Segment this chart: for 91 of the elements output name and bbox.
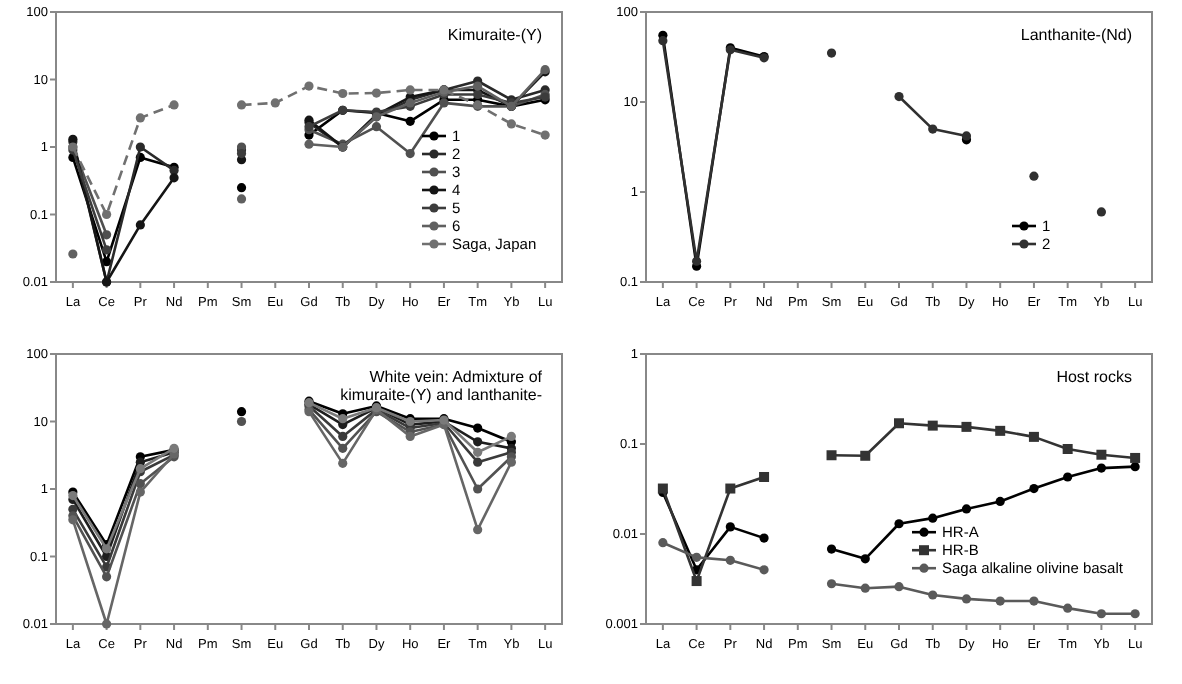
point: [894, 418, 904, 429]
point: [826, 544, 837, 554]
point: [692, 552, 702, 562]
text: Kimuraite-(Y): [447, 26, 543, 44]
point: [68, 249, 78, 259]
point: [236, 194, 247, 204]
point: [473, 447, 483, 457]
point: [102, 209, 112, 220]
point: [995, 496, 1005, 507]
point: [1063, 603, 1073, 613]
point: [473, 525, 483, 535]
point: [1096, 449, 1107, 460]
point: [338, 458, 348, 468]
point: [759, 471, 770, 482]
point: [102, 572, 112, 582]
point: [826, 48, 837, 58]
point: [725, 483, 736, 494]
point: [405, 148, 415, 159]
point: [338, 414, 348, 424]
point: [236, 183, 247, 193]
point: [540, 130, 550, 140]
text: White vein: Admixture of kimuraite-(Y) and lanthanite-: [340, 368, 544, 404]
point: [894, 91, 904, 102]
point: [894, 582, 904, 592]
point: [1096, 463, 1106, 473]
point: [1130, 609, 1140, 619]
point: [473, 457, 483, 467]
point: [1029, 596, 1039, 606]
point: [338, 88, 348, 99]
point: [826, 579, 837, 589]
point: [102, 230, 112, 240]
point: [135, 113, 145, 123]
point: [995, 596, 1005, 606]
point: [860, 450, 871, 461]
point: [1062, 444, 1073, 454]
point: [725, 555, 735, 565]
point: [102, 245, 112, 255]
point: [658, 538, 668, 548]
point: [961, 504, 972, 514]
point: [338, 443, 348, 453]
point: [405, 116, 415, 126]
point: [135, 220, 145, 230]
point: [1029, 171, 1039, 181]
point: [135, 487, 145, 497]
point: [894, 519, 904, 529]
point: [759, 565, 769, 575]
point: [1130, 452, 1141, 463]
point: [506, 431, 516, 442]
point: [961, 421, 972, 432]
point: [1096, 609, 1106, 619]
point: [692, 256, 702, 266]
point: [506, 119, 516, 129]
point: [1028, 431, 1039, 442]
point: [405, 85, 415, 95]
point: [371, 122, 382, 132]
point: [759, 533, 769, 543]
point: [1096, 207, 1106, 217]
point: [927, 420, 938, 431]
text: Lanthanite-(Nd): [1020, 26, 1133, 44]
point: [928, 513, 938, 523]
point: [371, 88, 382, 98]
point: [236, 416, 247, 427]
point: [1029, 483, 1039, 494]
point: [961, 594, 972, 604]
point: [169, 173, 179, 183]
point: [928, 590, 938, 600]
point: [658, 36, 668, 46]
point: [860, 554, 870, 564]
point: [169, 100, 179, 110]
point: [270, 98, 280, 108]
point: [135, 479, 145, 489]
point: [1063, 472, 1073, 482]
point: [405, 431, 415, 442]
point: [236, 407, 247, 417]
point: [473, 89, 483, 100]
point: [928, 124, 938, 134]
point: [135, 142, 145, 152]
point: [725, 522, 735, 532]
point: [304, 81, 314, 91]
point: [860, 583, 870, 593]
point: [506, 457, 516, 467]
point: [236, 100, 247, 110]
point: [995, 425, 1006, 436]
point: [691, 576, 702, 587]
point: [473, 484, 483, 494]
point: [338, 431, 348, 442]
point: [304, 139, 314, 149]
point: [473, 423, 483, 433]
text: Host rocks: [1056, 368, 1132, 386]
point: [473, 437, 483, 447]
point: [826, 450, 837, 461]
